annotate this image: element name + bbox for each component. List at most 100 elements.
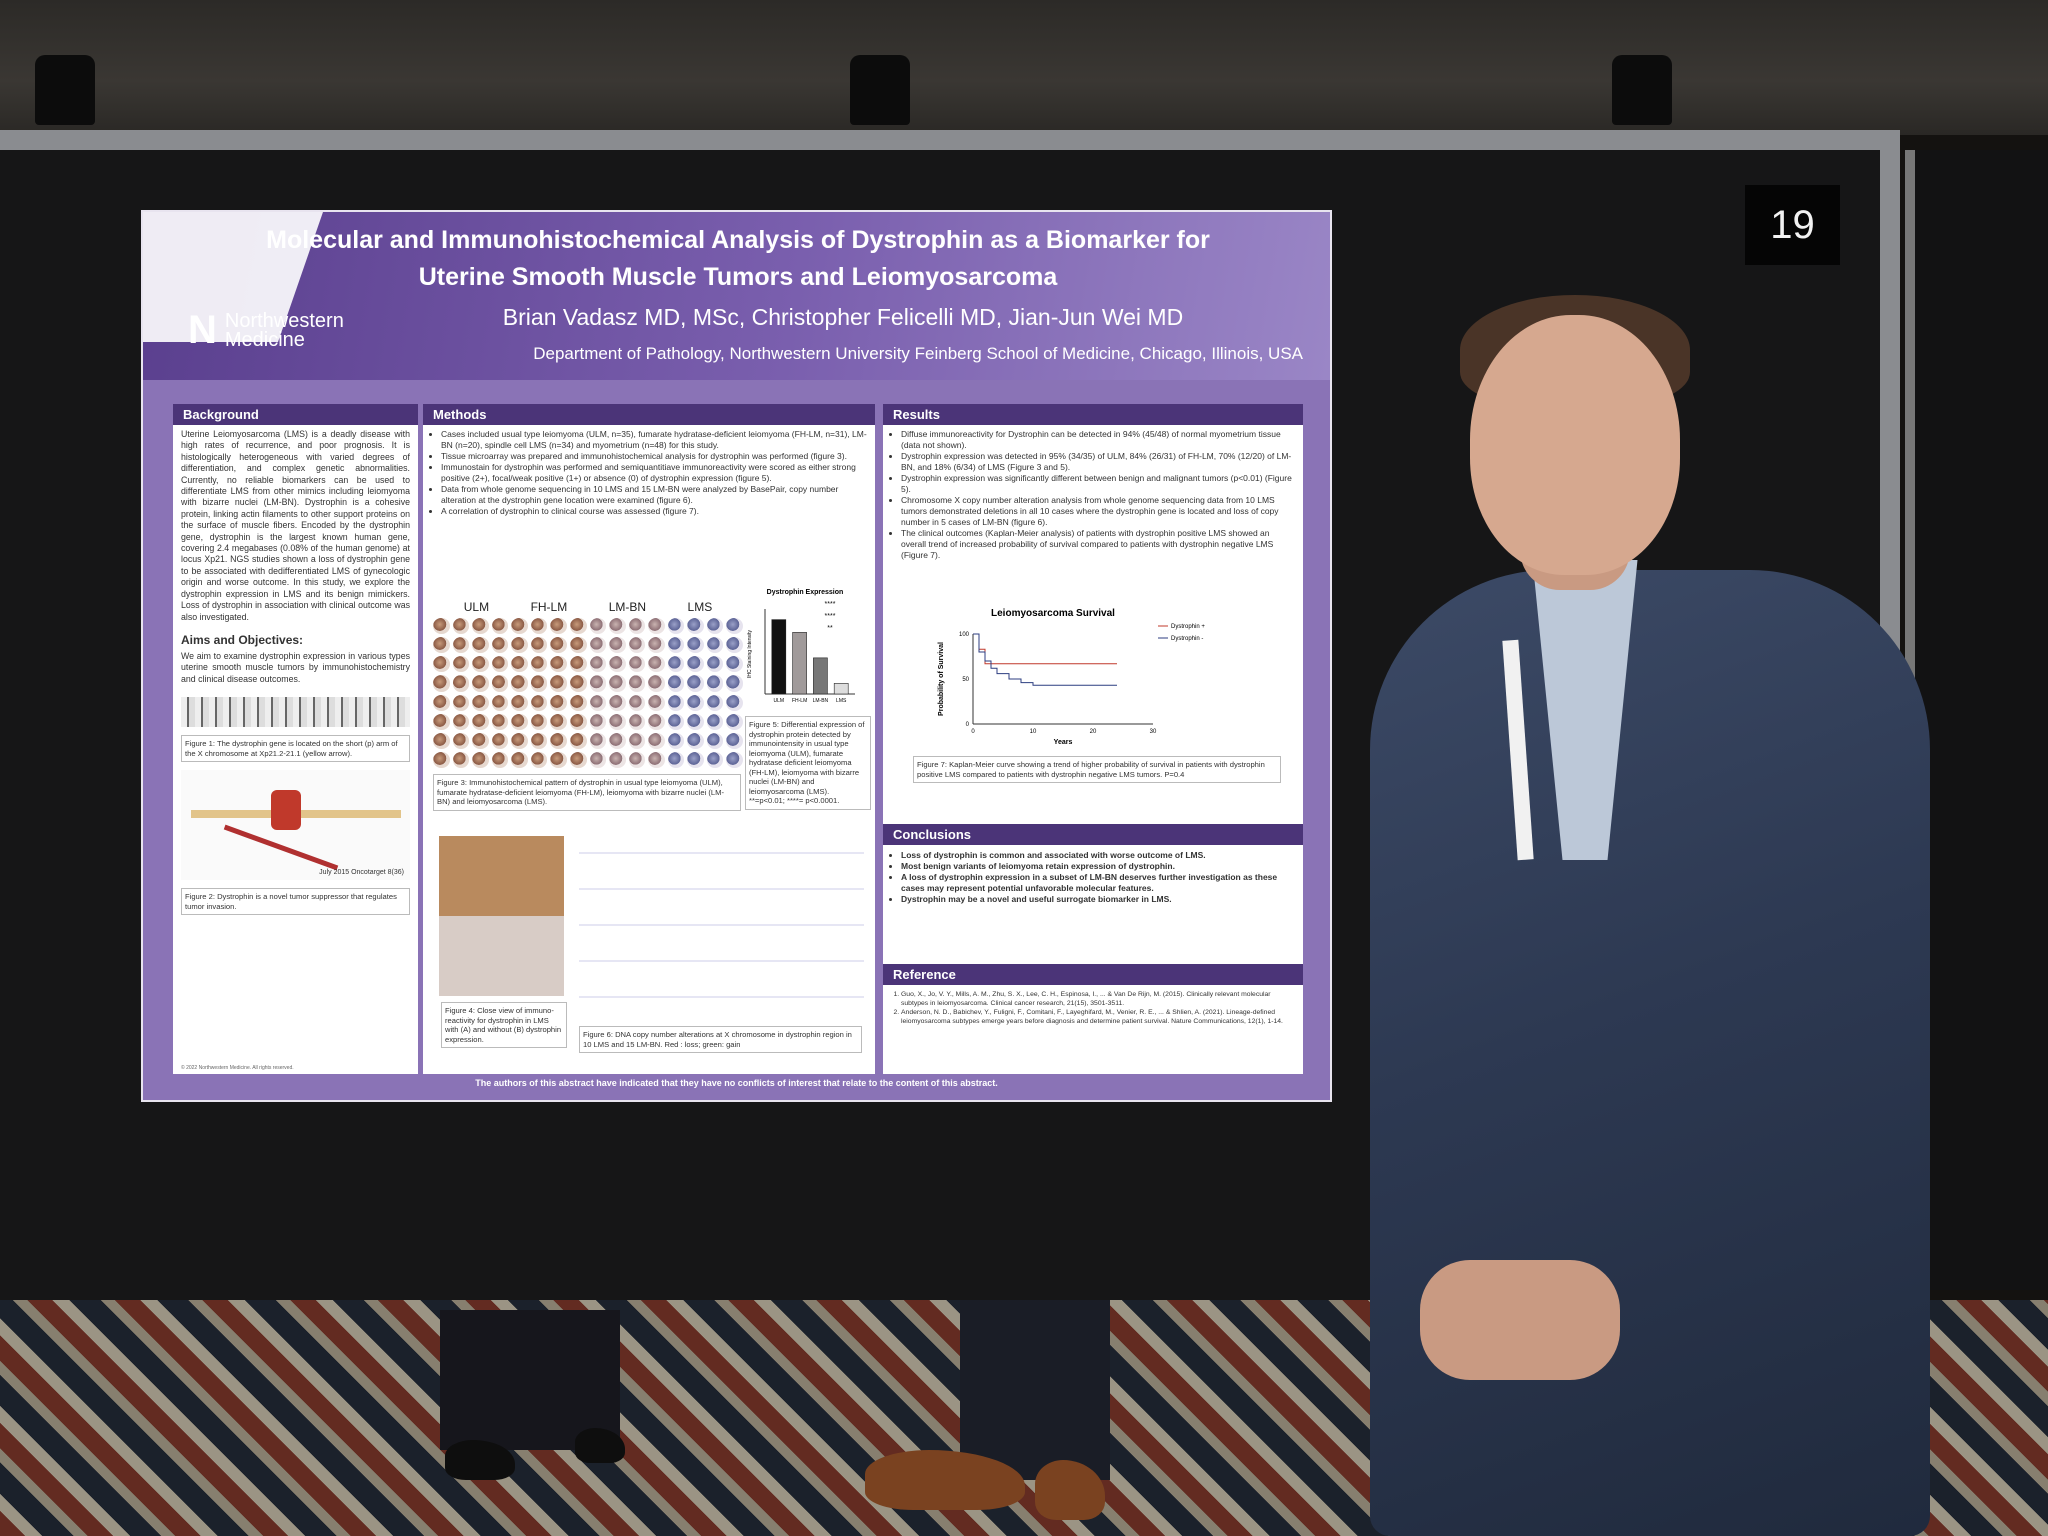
references-list: Guo, X., Jo, V. Y., Mills, A. M., Zhu, S… [883,986,1304,1026]
significance-label: ** [827,625,833,632]
y-tick-label: 0 [966,722,970,728]
tma-core [648,732,665,749]
tma-core [530,675,548,692]
tissue-microarray-figure [433,618,743,768]
results-list: Diffuse immunoreactivity for Dystrophin … [883,425,1303,561]
presenter-jacket [1370,570,1930,1536]
tma-core [589,751,607,768]
ihc-closeup-image [439,836,564,996]
x-tick-label: 0 [971,729,975,735]
tma-core [472,694,489,711]
tma-core [609,732,626,749]
tma-core [433,732,450,749]
conclusions-item: Most benign variants of leiomyoma retain… [901,861,1291,872]
background-column: Background Uterine Leiomyosarcoma (LMS) … [173,404,418,1074]
bar [813,657,828,695]
tma-core [706,618,724,635]
tma-core [511,751,528,768]
tma-core [452,675,470,692]
tma-core [530,751,548,768]
x-tick-label: 20 [1090,729,1097,735]
tma-core [511,732,528,749]
tma-core [472,675,489,692]
tma-core [569,675,587,692]
tma-core [491,751,509,768]
x-axis-label: Years [1054,739,1073,746]
methods-item: Tissue microarray was prepared and immun… [441,451,867,462]
tma-core [687,713,704,730]
figure5-caption: Figure 5: Differential expression of dys… [745,716,871,810]
tma-label: FH-LM [530,600,568,614]
figure3-caption: Figure 3: Immunohistochemical pattern of… [433,774,741,811]
ceiling [0,0,2048,135]
booth-number: 19 [1770,202,1815,247]
tma-core [530,618,548,635]
results-item: Dystrophin expression was significantly … [901,473,1295,495]
tma-core [609,656,626,673]
tma-core [706,675,724,692]
tma-core [550,656,567,673]
presenter-face [1470,315,1680,575]
tma-core [491,732,509,749]
tma-core [667,751,685,768]
section-heading: Conclusions [883,824,1303,845]
dystrophin-complex-diagram: July 2015 Oncotarget 8(36) [181,770,410,881]
aims-text: We aim to examine dystrophin expression … [181,650,410,684]
bar-category-label: FH-LM [792,698,807,704]
tma-core [648,694,665,711]
logo-text: Medicine [224,328,305,351]
tma-core [569,751,587,768]
methods-item: Cases included usual type leiomyoma (ULM… [441,429,867,451]
tma-core [589,656,607,673]
section-heading: Methods [423,404,875,425]
tma-core [491,675,509,692]
results-item: Chromosome X copy number alteration anal… [901,495,1295,528]
results-column: Results Diffuse immunoreactivity for Dys… [883,404,1303,1074]
bar-category-label: ULM [774,698,785,704]
tma-core [472,751,489,768]
tma-core [491,713,509,730]
tma-core [550,694,567,711]
tma-core [628,637,646,654]
tma-core [472,618,489,635]
tma-label: ULM [463,600,490,614]
tma-core [706,637,724,654]
tma-core [511,675,528,692]
tma-core [472,637,489,654]
y-axis-label: Probability of Survival [938,642,945,716]
bar [771,619,787,695]
tma-core [648,656,665,673]
tma-core [648,675,665,692]
tma-core [667,694,685,711]
visitor-legs [440,1310,620,1450]
tma-labels: ULM FH-LM LM-BN LMS [443,600,733,614]
background-text: Uterine Leiomyosarcoma (LMS) is a deadly… [181,429,410,622]
tma-core [726,618,743,635]
tma-core [628,732,646,749]
tma-core [530,694,548,711]
tma-core [452,637,470,654]
methods-item: Immunostain for dystrophin was performed… [441,462,867,484]
tma-core [530,713,548,730]
tma-core [530,732,548,749]
legend-label: Dystrophin - [1171,636,1203,642]
logo-icon: N [188,308,217,352]
tma-core [609,637,626,654]
tma-core [452,656,470,673]
copy-number-figure [579,836,864,1021]
tma-label: LM-BN [608,600,647,614]
y-axis-label: IHC Staining Intensity [747,629,753,678]
disclosure-text: The authors of this abstract have indica… [475,1078,998,1088]
dystrophin-expression-bar-chart: Dystrophin Expression IHC Staining Intens… [747,589,855,704]
tma-core [530,656,548,673]
ceiling-light [35,55,95,125]
x-tick-label: 30 [1150,729,1157,735]
figure4-caption: Figure 4: Close view of immuno-reactivit… [441,1002,567,1048]
tma-core [628,694,646,711]
bar [792,632,807,695]
tma-core [648,637,665,654]
institution-logo: N Northwestern Medicine [188,308,344,353]
ceiling-light [850,55,910,125]
tma-core [628,675,646,692]
tma-core [726,732,743,749]
